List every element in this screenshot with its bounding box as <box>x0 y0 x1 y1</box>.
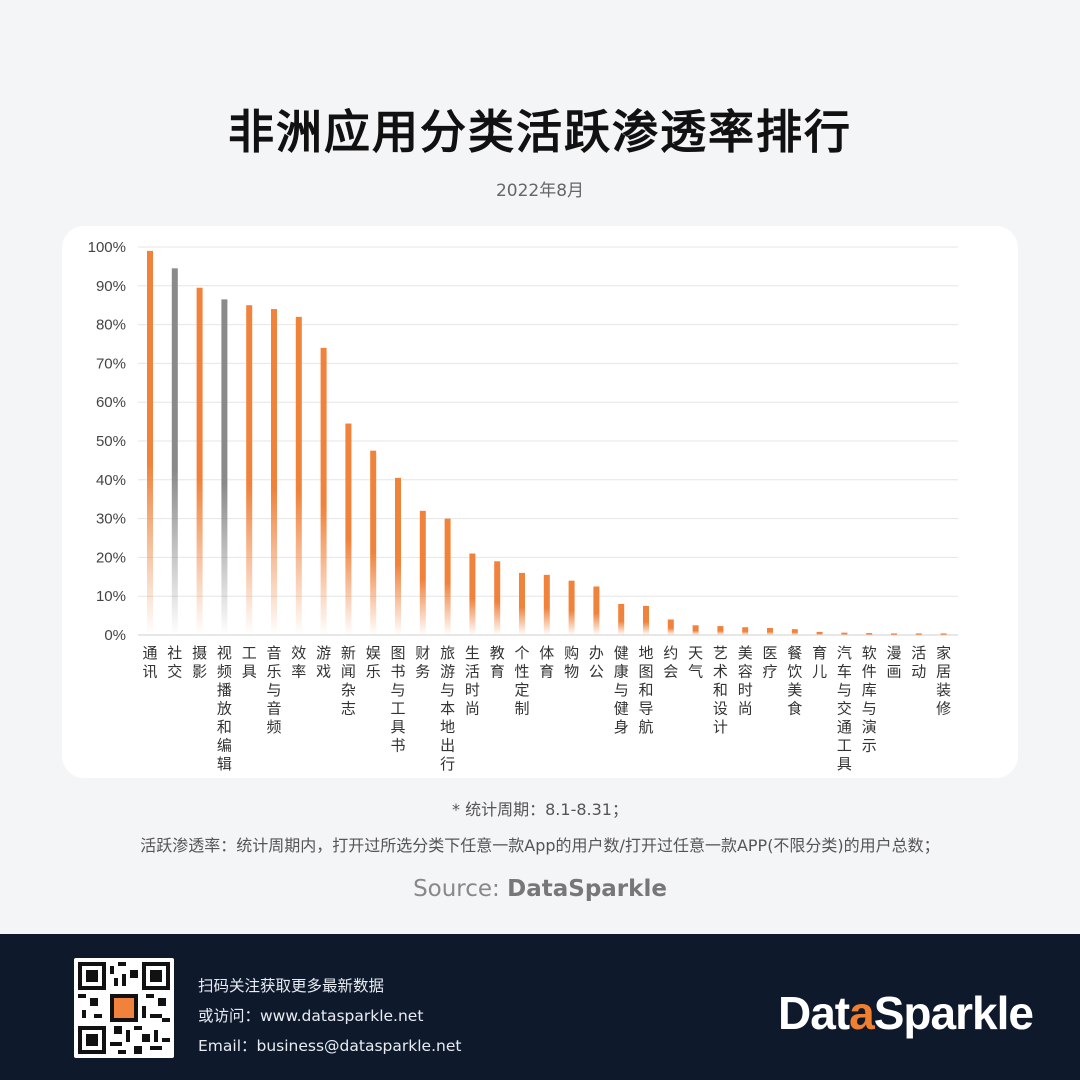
logo-text-suffix: Sparkle <box>873 987 1034 1039</box>
bar <box>543 574 550 635</box>
bar <box>717 626 724 635</box>
scan-text: 扫码关注获取更多最新数据 <box>198 977 385 995</box>
logo-text-prefix: Dat <box>778 987 850 1039</box>
bar <box>816 631 823 635</box>
x-category-label: 健康与健身 <box>614 644 629 736</box>
bar <box>196 287 203 635</box>
y-tick-label: 80% <box>96 317 126 334</box>
chart-card: 0% 10% 20% 30% 40% 50% 60% 70% 80% 90% 100% 通讯 社交 摄影视… <box>62 226 1018 778</box>
bar <box>221 299 228 635</box>
logo-text-accent: a <box>849 987 875 1039</box>
bar <box>791 629 798 635</box>
bar <box>593 586 600 635</box>
x-category-label: 地图和导航 <box>638 644 653 736</box>
x-category-label: 软件库与演示 <box>862 644 877 755</box>
y-tick-label: 100% <box>88 239 126 256</box>
bar <box>667 619 674 635</box>
x-category-label: 图书与工具书 <box>390 644 405 755</box>
chart-title: 非洲应用分类活跃渗透率排行 <box>228 105 852 159</box>
bar <box>320 347 327 635</box>
x-category-label: 家居装修 <box>936 644 951 718</box>
y-tick-label: 0% <box>104 627 126 644</box>
bar <box>246 305 253 635</box>
y-tick-label: 30% <box>96 511 126 528</box>
x-category-label: 漫画 <box>886 644 901 681</box>
bar <box>940 633 947 635</box>
x-category-label: 美容时尚 <box>738 644 753 718</box>
bar <box>568 580 575 635</box>
x-category-label: 艺术和设计 <box>713 644 728 736</box>
bar-chart: 0% 10% 20% 30% 40% 50% 60% 70% 80% 90% 100% 通讯社交摄影视… <box>88 239 958 773</box>
x-category-label: 财务 <box>415 644 430 681</box>
source-line: Source: DataSparkle <box>0 876 1080 902</box>
bar <box>866 633 873 635</box>
x-category-label: 教育 <box>490 644 505 681</box>
x-category-label: 购物 <box>564 644 579 681</box>
bar <box>767 628 773 635</box>
bar <box>494 561 501 635</box>
x-category-label: 工具 <box>242 644 257 681</box>
bar <box>643 605 649 635</box>
website-link[interactable]: 或访问：www.datasparkle.net <box>198 1007 424 1025</box>
bar <box>841 632 848 635</box>
y-tick-label: 10% <box>96 588 126 605</box>
x-category-label: 办公 <box>589 644 604 681</box>
source-label: Source: <box>413 876 508 902</box>
x-category-label: 摄影 <box>192 644 207 681</box>
x-category-label: 娱乐 <box>366 644 381 681</box>
x-category-label: 约会 <box>663 644 678 681</box>
x-category-label: 体育 <box>539 644 554 681</box>
x-category-label: 生活时尚 <box>465 644 480 718</box>
x-category-label: 游戏 <box>316 644 331 681</box>
bar <box>395 477 401 635</box>
x-category-label: 餐饮美食 <box>787 644 802 718</box>
datasparkle-logo: DataSparkle <box>778 986 1034 1040</box>
bar <box>891 633 897 635</box>
email-link[interactable]: Email：business@datasparkle.net <box>198 1037 462 1055</box>
x-category-label: 旅游与本地出行 <box>440 644 455 773</box>
bar <box>915 633 922 635</box>
bar <box>742 627 749 635</box>
qr-pattern <box>78 962 170 1054</box>
x-category-label: 个性定制 <box>514 644 529 718</box>
y-tick-label: 40% <box>96 472 126 489</box>
bar <box>419 510 426 635</box>
bar <box>618 603 625 635</box>
bar <box>692 625 699 635</box>
period-note: * 统计周期：8.1-8.31； <box>452 800 628 819</box>
chart-subtitle: 2022年8月 <box>495 181 585 201</box>
x-category-label: 天气 <box>688 644 703 681</box>
x-category-label: 医疗 <box>762 644 777 681</box>
bar <box>147 250 153 635</box>
x-category-label: 效率 <box>291 644 306 681</box>
y-tick-label: 90% <box>96 278 126 295</box>
x-category-label: 通讯 <box>142 644 157 681</box>
source-name: DataSparkle <box>507 876 667 902</box>
qr-code-icon[interactable] <box>74 958 174 1058</box>
y-tick-label: 70% <box>96 355 126 372</box>
x-category-label: 音乐与音频 <box>266 644 281 736</box>
bar <box>345 423 352 635</box>
y-tick-label: 20% <box>96 549 126 566</box>
x-category-label: 社交 <box>167 644 182 681</box>
y-tick-label: 50% <box>96 433 126 450</box>
x-category-label: 活动 <box>911 644 926 681</box>
footer-banner: 扫码关注获取更多最新数据 或访问：www.datasparkle.net Ema… <box>0 934 1080 1080</box>
bar <box>444 518 451 635</box>
definition-note: 活跃渗透率：统计周期内，打开过所选分类下任意一款App的用户数/打开过任意一款A… <box>140 836 940 855</box>
bar <box>171 268 178 635</box>
bar <box>469 553 476 635</box>
bar <box>295 316 302 635</box>
bar <box>271 309 277 635</box>
x-category-label: 视频播放和编辑 <box>217 644 232 773</box>
x-category-label: 汽车与交通工具 <box>837 644 852 773</box>
bar <box>519 572 525 635</box>
x-category-label: 育儿 <box>812 644 827 681</box>
x-category-label: 新闻杂志 <box>341 644 356 718</box>
y-tick-label: 60% <box>96 394 126 411</box>
bar <box>370 450 377 635</box>
